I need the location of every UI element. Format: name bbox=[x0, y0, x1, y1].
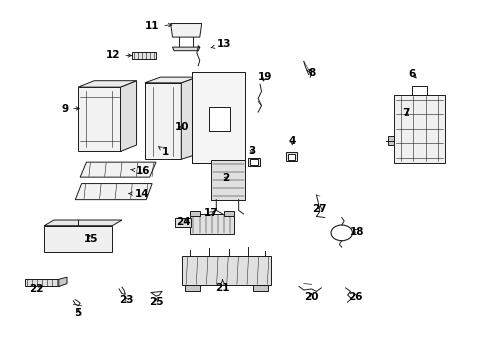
Text: 3: 3 bbox=[248, 146, 255, 156]
Text: 22: 22 bbox=[29, 284, 43, 294]
Text: 1: 1 bbox=[159, 147, 169, 157]
Polygon shape bbox=[78, 81, 136, 87]
Text: 13: 13 bbox=[211, 39, 231, 49]
Text: 19: 19 bbox=[257, 72, 271, 82]
Bar bbox=[287, 154, 294, 160]
Text: 23: 23 bbox=[120, 295, 134, 305]
Text: 21: 21 bbox=[215, 280, 229, 293]
Text: 25: 25 bbox=[148, 297, 163, 307]
Polygon shape bbox=[211, 160, 245, 200]
Polygon shape bbox=[248, 158, 260, 166]
Text: 14: 14 bbox=[129, 189, 149, 199]
Polygon shape bbox=[44, 226, 112, 252]
Text: 8: 8 bbox=[307, 68, 315, 78]
Text: 24: 24 bbox=[176, 217, 191, 227]
Polygon shape bbox=[120, 81, 136, 152]
Text: 5: 5 bbox=[75, 308, 81, 318]
Polygon shape bbox=[190, 214, 233, 234]
Polygon shape bbox=[387, 136, 393, 145]
Text: 20: 20 bbox=[304, 292, 318, 302]
Polygon shape bbox=[144, 83, 181, 159]
Polygon shape bbox=[253, 285, 267, 292]
Polygon shape bbox=[172, 47, 200, 51]
Text: 18: 18 bbox=[349, 227, 364, 237]
Text: 2: 2 bbox=[222, 173, 229, 183]
Polygon shape bbox=[175, 217, 191, 227]
Text: 26: 26 bbox=[347, 292, 362, 302]
Polygon shape bbox=[185, 285, 200, 292]
Text: 7: 7 bbox=[402, 108, 409, 118]
Bar bbox=[209, 108, 229, 131]
Polygon shape bbox=[170, 23, 201, 37]
Polygon shape bbox=[44, 220, 122, 226]
Text: 16: 16 bbox=[130, 166, 150, 176]
Polygon shape bbox=[285, 152, 296, 161]
Polygon shape bbox=[250, 159, 258, 165]
Text: 17: 17 bbox=[203, 208, 218, 218]
Polygon shape bbox=[144, 77, 197, 83]
Polygon shape bbox=[181, 77, 197, 159]
Polygon shape bbox=[131, 52, 156, 59]
Polygon shape bbox=[182, 256, 271, 285]
Polygon shape bbox=[59, 277, 67, 287]
Polygon shape bbox=[190, 211, 200, 216]
Polygon shape bbox=[192, 72, 245, 163]
Text: 11: 11 bbox=[144, 21, 171, 31]
Text: 9: 9 bbox=[61, 104, 79, 113]
Polygon shape bbox=[80, 162, 156, 177]
Text: 4: 4 bbox=[288, 136, 295, 146]
Polygon shape bbox=[224, 211, 233, 216]
Polygon shape bbox=[393, 95, 444, 163]
Text: 27: 27 bbox=[312, 204, 326, 214]
Polygon shape bbox=[75, 184, 152, 200]
Text: 12: 12 bbox=[106, 50, 131, 60]
Text: 6: 6 bbox=[408, 68, 415, 78]
Text: 15: 15 bbox=[84, 234, 99, 244]
Text: 10: 10 bbox=[175, 122, 189, 132]
Polygon shape bbox=[25, 279, 59, 287]
Polygon shape bbox=[78, 87, 120, 152]
